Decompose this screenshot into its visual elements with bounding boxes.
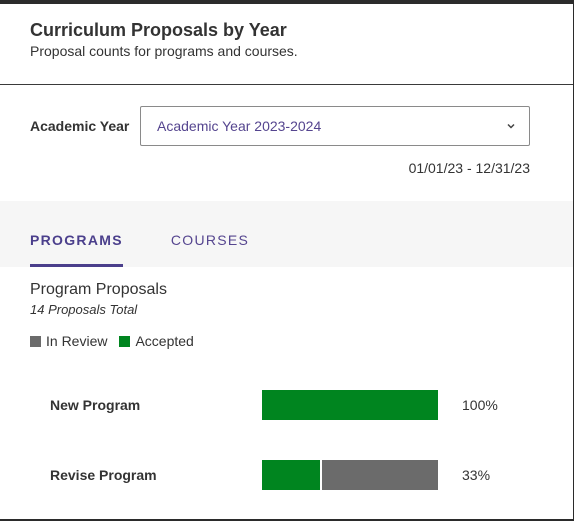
tabs: PROGRAMS COURSES (0, 201, 573, 267)
value-label-new-program: 100% (462, 397, 498, 413)
bar-revise-program (262, 460, 438, 490)
section-title: Program Proposals (30, 281, 167, 298)
row-label-new-program: New Program (50, 397, 141, 413)
academic-year-label: Academic Year (30, 118, 130, 134)
bar-new-program (262, 390, 438, 420)
value-label-revise-program: 33% (462, 467, 491, 483)
programs-panel: Program Proposals 14 Proposals Total In … (0, 267, 573, 349)
row-label-revise-program: Revise Program (50, 467, 157, 483)
chart-row-revise-program: Revise Program 33% (50, 460, 510, 490)
date-range: 01/01/23 - 12/31/23 (408, 160, 530, 176)
chevron-down-icon (507, 123, 515, 129)
tab-programs[interactable]: PROGRAMS (30, 232, 123, 267)
academic-year-select[interactable]: Academic Year 2023-2024 (140, 106, 530, 146)
proposals-total: 14 Proposals Total (30, 302, 138, 317)
chart-row-new-program: New Program 100% (50, 390, 510, 420)
page-title: Curriculum Proposals by Year (30, 20, 287, 40)
academic-year-selected-value: Academic Year 2023-2024 (157, 118, 322, 134)
legend-swatch-accepted (119, 335, 131, 347)
bar-segment-accepted-new-program (262, 390, 438, 420)
bar-segment-accepted-revise-program (262, 460, 321, 490)
page-subtitle: Proposal counts for programs and courses… (30, 43, 298, 59)
widget-header: Curriculum Proposals by Year Proposal co… (0, 4, 573, 85)
legend-item-in-review: In Review (30, 333, 107, 349)
tab-courses[interactable]: COURSES (170, 232, 250, 248)
legend-label-accepted: Accepted (135, 333, 194, 349)
academic-year-filter: Academic Year Academic Year 2023-2024 (0, 85, 573, 146)
legend-item-accepted: Accepted (119, 333, 194, 349)
chart-legend: In Review Accepted (30, 333, 573, 349)
legend-swatch-in-review (30, 335, 41, 347)
bar-segment-in-review-revise-program (320, 460, 438, 490)
legend-label-in-review: In Review (46, 333, 108, 349)
